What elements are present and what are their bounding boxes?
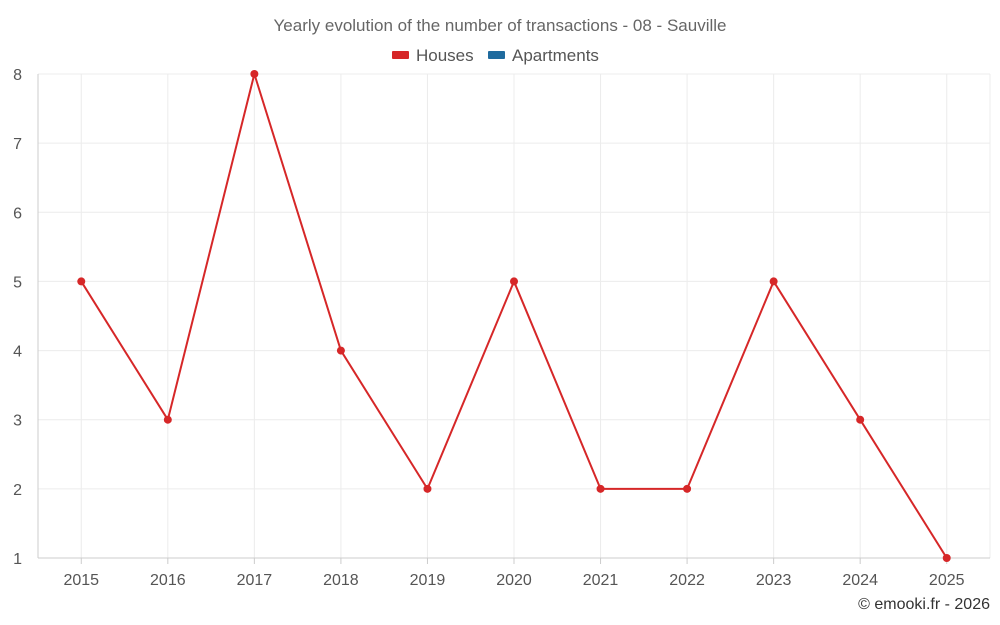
x-tick-label: 2017 bbox=[237, 572, 273, 589]
x-tick-label: 2023 bbox=[756, 572, 792, 589]
legend-label-houses: Houses bbox=[416, 46, 474, 65]
x-tick-label: 2019 bbox=[410, 572, 446, 589]
data-point-houses[interactable] bbox=[250, 70, 259, 78]
legend-swatch-apartments bbox=[488, 51, 505, 59]
y-tick-label: 7 bbox=[13, 136, 22, 153]
credit-text: © emooki.fr - 2026 bbox=[858, 596, 990, 613]
y-tick-label: 2 bbox=[13, 482, 22, 499]
x-tick-label: 2015 bbox=[63, 572, 99, 589]
axes: 1 2 3 4 5 6 7 8 2015 2016 2017 2018 2019 2020 2021 2022… bbox=[13, 67, 990, 589]
legend-swatch-houses bbox=[392, 51, 409, 59]
y-tick-label: 1 bbox=[13, 551, 22, 568]
data-point-houses[interactable] bbox=[856, 415, 865, 424]
y-tick-label: 3 bbox=[13, 413, 22, 430]
y-tick-label: 8 bbox=[13, 67, 22, 84]
grid bbox=[38, 73, 991, 558]
y-tick-label: 5 bbox=[13, 274, 22, 291]
data-point-houses[interactable] bbox=[423, 484, 432, 493]
data-point-houses[interactable] bbox=[596, 484, 605, 493]
series bbox=[77, 70, 951, 562]
legend: Houses Apartments bbox=[392, 46, 599, 65]
legend-item-houses[interactable]: Houses bbox=[392, 46, 474, 65]
y-tick-label: 6 bbox=[13, 205, 22, 222]
x-tick-label: 2020 bbox=[496, 572, 532, 589]
x-tick-label: 2021 bbox=[583, 572, 619, 589]
data-point-houses[interactable] bbox=[336, 346, 345, 355]
x-tick-label: 2022 bbox=[669, 572, 705, 589]
data-point-houses[interactable] bbox=[510, 277, 518, 286]
data-point-houses[interactable] bbox=[683, 484, 692, 493]
y-tick-label: 4 bbox=[13, 344, 22, 361]
x-tick-label: 2018 bbox=[323, 572, 359, 589]
x-tick-label: 2025 bbox=[929, 572, 965, 589]
data-point-houses[interactable] bbox=[163, 415, 172, 424]
data-point-houses[interactable] bbox=[769, 277, 778, 286]
chart-title: Yearly evolution of the number of transa… bbox=[274, 16, 727, 35]
data-point-houses[interactable] bbox=[942, 554, 951, 562]
legend-item-apartments[interactable]: Apartments bbox=[488, 46, 599, 65]
x-tick-label: 2016 bbox=[150, 572, 186, 589]
legend-label-apartments: Apartments bbox=[512, 46, 599, 65]
data-point-houses[interactable] bbox=[77, 277, 86, 286]
x-tick-label: 2024 bbox=[842, 572, 878, 589]
